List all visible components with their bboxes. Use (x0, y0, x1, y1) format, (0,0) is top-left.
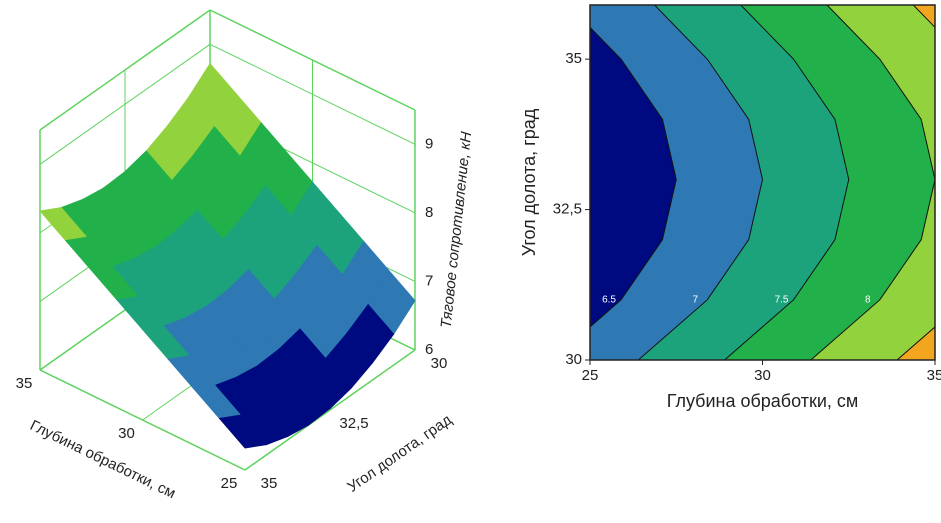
contour-label: 7.5 (775, 294, 789, 305)
grid-line (39, 369, 246, 471)
contour-label: 6.5 (602, 294, 616, 305)
z-tick-label: 9 (425, 135, 433, 152)
band (590, 5, 677, 360)
x-axis-label: Глубина обработки, см (27, 417, 178, 502)
surface-cell (218, 414, 268, 449)
y-tick-label: 30 (565, 351, 582, 368)
y-tick-label: 32,5 (553, 201, 582, 218)
z-tick-label: 8 (425, 204, 433, 221)
z-tick-label: 7 (425, 272, 433, 289)
grid-line (209, 43, 416, 145)
plot-area: 6.577.588.5 (590, 5, 935, 360)
x-tick-label: 30 (754, 367, 771, 384)
x-axis-label: Глубина обработки, см (667, 391, 859, 411)
x-tick-label: 25 (582, 367, 599, 384)
z-axis-label: Тяговое сопротивление, кН (438, 131, 476, 329)
contour-label: 8 (865, 294, 871, 305)
z-tick-label: 6 (425, 341, 433, 358)
contour-line (810, 5, 935, 360)
contour-label: 7 (693, 294, 699, 305)
y-tick-label: 30 (431, 355, 448, 372)
grid-line (39, 43, 211, 165)
x-tick-label: 35 (16, 375, 33, 392)
x-tick-label: 25 (221, 475, 238, 492)
x-tick-label: 35 (927, 367, 941, 384)
y-tick-label: 35 (565, 50, 582, 67)
contour-line (590, 26, 677, 328)
x-tick-label: 30 (118, 425, 135, 442)
y-tick-label: 32,5 (339, 415, 368, 432)
contour-line (637, 5, 764, 360)
y-tick-label: 35 (261, 475, 278, 492)
y-axis-label: Угол долота, град (519, 108, 539, 256)
contour-line (724, 5, 850, 360)
